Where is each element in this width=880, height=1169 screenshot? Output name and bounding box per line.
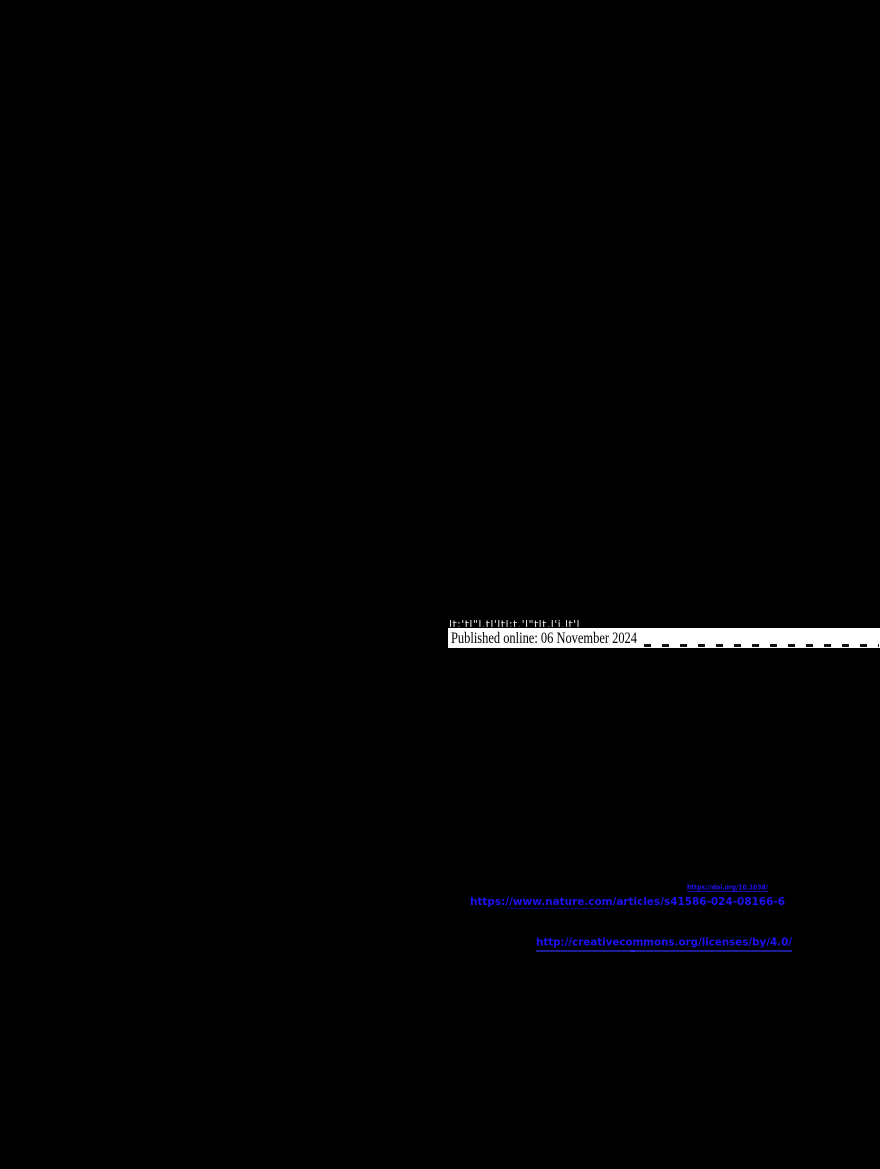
license-link-faint-underline xyxy=(536,950,792,952)
doi-link-illegible[interactable]: https://doi.org/10.1038/ xyxy=(687,883,769,892)
article-link-illegible[interactable]: https://www.nature.com/articles/s41586-0… xyxy=(470,895,786,909)
published-online-text-canvas: Published online: 06 November 2024 xyxy=(451,630,637,647)
license-link-illegible[interactable]: http://creativecommons.org/licenses/by/4… xyxy=(536,935,793,949)
article-link-text: https://www.nature.com/articles/s41586-0… xyxy=(470,896,785,908)
license-link-text: http://creativecommons.org/licenses/by/4… xyxy=(536,936,792,948)
published-online-text: Published online: 06 November 2024 xyxy=(451,630,637,647)
license-link-canvas: http://creativecommons.org/licenses/by/4… xyxy=(536,936,792,948)
clipped-text-fragments-glyphs: lt;'tl"l.tl'ltl;t.'l"tlt,l'i.lt'l xyxy=(449,620,581,627)
published-online-bar: Published online: 06 November 2024 xyxy=(448,628,880,648)
doi-link-canvas: https://doi.org/10.1038/ xyxy=(687,883,768,892)
article-link-canvas: https://www.nature.com/articles/s41586-0… xyxy=(470,896,785,909)
clipped-glyph-tops xyxy=(644,644,879,647)
doi-link-text: https://doi.org/10.1038/ xyxy=(687,883,768,891)
clipped-text-fragments: lt;'tl"l.tl'ltl;t.'l"tlt,l'i.lt'l xyxy=(449,620,651,627)
